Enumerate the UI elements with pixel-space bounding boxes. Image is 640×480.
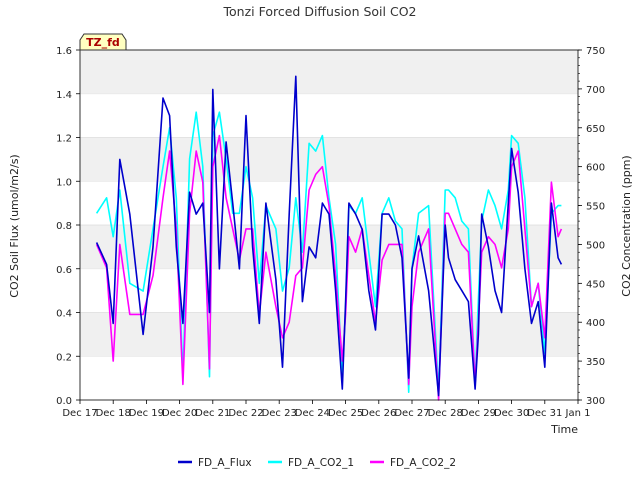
x-tick-label: Jan 1 — [565, 408, 591, 419]
x-tick-label: Dec 25 — [328, 408, 363, 419]
x-tick-label: Dec 29 — [461, 408, 496, 419]
x-tick-label: Dec 27 — [394, 408, 429, 419]
right-axis-ticks: 300 350 400 450 500 550 600 650 700 750 — [578, 46, 605, 407]
right-tick-label: 700 — [586, 85, 605, 96]
y-axis-left-label: CO2 Soil Flux (umol/m2/s) — [8, 154, 21, 297]
x-tick-label: Dec 30 — [494, 408, 529, 419]
site-badge: TZ_fd — [79, 33, 127, 51]
left-tick-label: 0.8 — [56, 221, 72, 232]
x-tick-label: Dec 31 — [527, 408, 562, 419]
left-axis-ticks: 0.0 0.2 0.4 0.6 0.8 1.0 1.2 1.4 1.6 — [56, 46, 80, 407]
right-tick-label: 650 — [586, 124, 605, 135]
right-tick-label: 400 — [586, 318, 605, 329]
y-axis-right-label: CO2 Concentration (ppm) — [620, 155, 633, 296]
x-tick-label: Dec 24 — [295, 408, 330, 419]
grid-band — [80, 137, 578, 182]
x-axis-label: Time — [550, 423, 578, 436]
left-tick-label: 1.6 — [56, 46, 72, 57]
x-tick-label: Dec 18 — [96, 408, 131, 419]
right-tick-label: 300 — [586, 396, 605, 407]
right-tick-label: 750 — [586, 46, 605, 57]
left-tick-label: 0.2 — [56, 352, 72, 363]
chart-title: Tonzi Forced Diffusion Soil CO2 — [223, 4, 417, 19]
legend-label: FD_A_CO2_2 — [390, 457, 456, 469]
left-tick-label: 0.0 — [56, 396, 72, 407]
x-tick-label: Dec 26 — [361, 408, 396, 419]
site-badge-label: TZ_fd — [86, 36, 120, 49]
legend-label: FD_A_CO2_1 — [288, 457, 354, 469]
left-tick-label: 1.4 — [56, 90, 72, 101]
x-tick-label: Dec 21 — [195, 408, 230, 419]
grid-band — [80, 312, 578, 357]
x-tick-label: Dec 17 — [62, 408, 97, 419]
left-tick-label: 1.2 — [56, 134, 72, 145]
right-tick-label: 500 — [586, 240, 605, 251]
legend-label: FD_A_Flux — [198, 457, 252, 469]
series-line-fd-a-flux — [95, 75, 563, 397]
right-tick-label: 350 — [586, 357, 605, 368]
grid-band — [80, 50, 578, 94]
x-tick-label: Dec 19 — [129, 408, 164, 419]
legend: FD_A_Flux FD_A_CO2_1 FD_A_CO2_2 — [178, 457, 456, 469]
series-group — [95, 75, 563, 401]
right-tick-label: 600 — [586, 163, 605, 174]
right-tick-label: 550 — [586, 202, 605, 213]
x-tick-label: Dec 22 — [228, 408, 263, 419]
x-tick-label: Dec 23 — [262, 408, 297, 419]
right-tick-label: 450 — [586, 279, 605, 290]
left-tick-label: 1.0 — [56, 177, 72, 188]
x-tick-label: Dec 20 — [162, 408, 197, 419]
left-tick-label: 0.6 — [56, 265, 72, 276]
left-tick-label: 0.4 — [56, 309, 72, 320]
x-tick-label: Dec 28 — [428, 408, 463, 419]
